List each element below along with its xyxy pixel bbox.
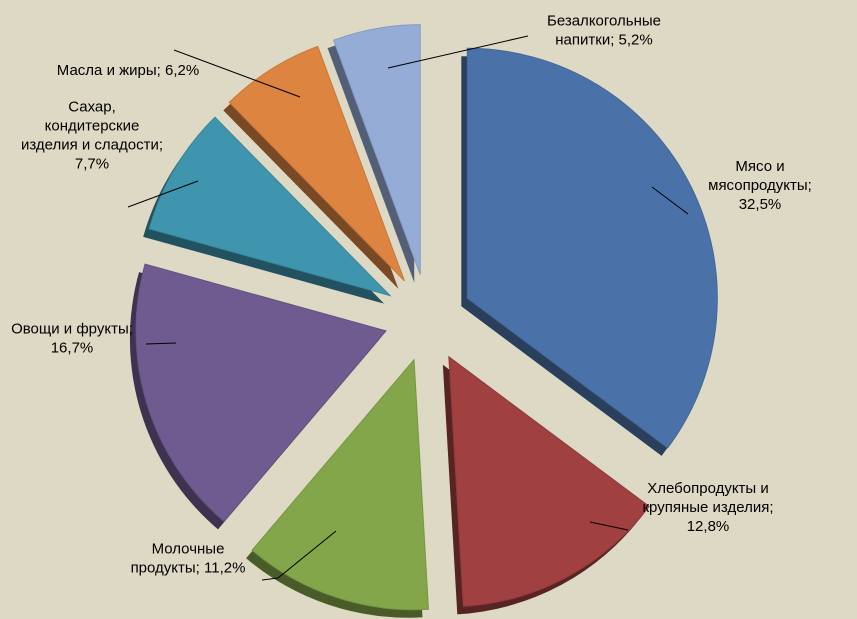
leader-line-meat: [651, 186, 689, 215]
pie-slice-oils: [228, 45, 405, 282]
leader-line-dairy: [261, 530, 337, 581]
data-label-line: 12,8%: [687, 518, 730, 535]
data-label-line: крупяные изделия;: [642, 499, 773, 516]
data-label-line: Овощи и фрукты;: [11, 321, 133, 338]
data-label-line: Молочные: [152, 541, 225, 558]
pie-slice-sugar: [148, 116, 392, 297]
pie-slice-bread: [448, 355, 650, 607]
data-label-line: кондитерские: [45, 118, 140, 135]
data-label-meat: Мясо и мясопродукты; 32,5%: [708, 158, 812, 213]
pie-slice-dairy: [251, 358, 430, 611]
pie-slice-meat: [466, 47, 718, 449]
data-label-line: продукты; 11,2%: [131, 560, 246, 577]
data-label-line: мясопродукты;: [708, 177, 812, 194]
leader-line-bread: [589, 521, 629, 531]
data-label-line: 7,7%: [75, 156, 109, 173]
data-label-line: Сахар,: [68, 99, 116, 116]
data-label-sugar: Сахар, кондитерские изделия и сладости; 7,7…: [21, 99, 163, 173]
data-label-vegetables: Овощи и фрукты; 16,7%: [11, 321, 133, 357]
pie-slice-vegetables: [135, 263, 387, 523]
leader-line-drinks: [387, 35, 529, 69]
data-label-line: напитки; 5,2%: [555, 32, 652, 49]
leader-line-oils: [173, 49, 301, 98]
leader-line-sugar: [127, 180, 199, 208]
data-label-line: Безалкогольные: [547, 13, 661, 30]
data-label-line: Масла и жиры; 6,2%: [57, 62, 199, 79]
data-label-line: Хлебопродукты и: [647, 480, 769, 497]
leader-line-vegetables: [145, 342, 177, 345]
data-label-drinks: Безалкогольные напитки; 5,2%: [547, 13, 661, 49]
data-label-oils: Масла и жиры; 6,2%: [57, 62, 199, 79]
data-label-line: изделия и сладости;: [21, 137, 163, 154]
pie-slice-drinks: [332, 24, 421, 275]
data-label-line: Мясо и: [735, 158, 784, 175]
data-label-line: 16,7%: [51, 340, 94, 357]
data-label-line: 32,5%: [739, 196, 782, 213]
data-label-bread: Хлебопродукты и крупяные изделия; 12,8%: [642, 480, 773, 535]
data-label-dairy: Молочные продукты; 11,2%: [131, 541, 246, 577]
